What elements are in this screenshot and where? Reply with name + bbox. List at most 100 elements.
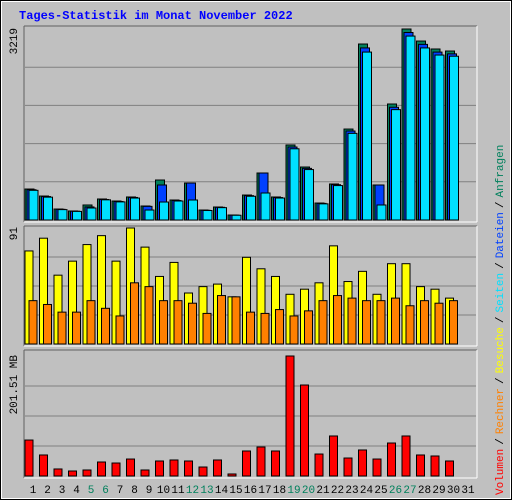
bar <box>362 300 371 345</box>
bar <box>43 303 52 345</box>
bar <box>144 209 155 221</box>
y-tick-label: 3219 <box>9 28 21 54</box>
bar <box>430 455 440 477</box>
bar <box>101 199 111 221</box>
bar <box>39 454 48 477</box>
bar <box>24 439 34 477</box>
bar <box>28 189 39 221</box>
bar <box>68 470 77 477</box>
bar <box>329 435 338 477</box>
x-tick-label: 20 <box>302 485 315 497</box>
bar <box>376 300 386 345</box>
bar <box>391 109 401 221</box>
bar <box>372 458 382 477</box>
x-tick-label: 17 <box>258 485 271 497</box>
bar <box>97 461 106 477</box>
bar <box>362 51 372 221</box>
bar <box>289 148 300 221</box>
bar <box>28 300 38 345</box>
bar <box>231 214 242 221</box>
bar <box>198 466 208 477</box>
x-tick-label: 8 <box>131 485 138 497</box>
x-tick-label: 5 <box>88 485 95 497</box>
bar <box>57 311 67 345</box>
bar <box>144 286 154 345</box>
x-tick-label: 29 <box>432 485 445 497</box>
x-tick-label: 10 <box>157 485 170 497</box>
x-tick-label: 31 <box>461 485 475 497</box>
bar <box>86 207 97 221</box>
bar <box>53 468 63 477</box>
bar <box>275 197 285 221</box>
bar <box>347 132 358 221</box>
bar <box>111 462 121 477</box>
x-tick-label: 24 <box>360 485 374 497</box>
x-tick-label: 3 <box>59 485 66 497</box>
chart-title: Tages-Statistik im Monat November 2022 <box>19 9 293 23</box>
bar <box>416 454 425 477</box>
bar <box>173 200 184 221</box>
legend-separator: / <box>495 438 507 445</box>
x-tick-label: 4 <box>73 485 80 497</box>
legend-separator: / <box>495 317 507 324</box>
bar <box>304 169 314 221</box>
x-tick-label: 27 <box>403 485 416 497</box>
legend-entry: Rechner <box>495 388 507 434</box>
bar <box>271 450 280 477</box>
bar <box>115 315 125 345</box>
bar <box>140 469 150 477</box>
legend-entry: Dateien <box>495 212 507 258</box>
bar <box>434 54 445 221</box>
legend-entry: Anfragen <box>495 145 507 198</box>
bar <box>376 204 387 221</box>
bar <box>126 458 135 477</box>
legend-separator: / <box>495 262 507 269</box>
legend-entry: Besuche <box>495 327 507 373</box>
bar <box>130 282 139 345</box>
bar <box>43 196 53 221</box>
bar <box>115 201 126 221</box>
bar <box>434 302 444 345</box>
bar <box>57 209 68 221</box>
bar <box>420 47 430 221</box>
bar <box>155 460 164 477</box>
bar <box>318 300 328 345</box>
x-tick-label: 23 <box>345 485 358 497</box>
x-tick-label: 6 <box>102 485 109 497</box>
bar <box>304 310 313 345</box>
bar <box>420 300 429 345</box>
legend: Volumen / Rechner / Besuche / Seiten / Dateien / A… <box>495 145 507 495</box>
bar <box>449 55 459 221</box>
x-tick-label: 1 <box>30 485 37 497</box>
bar <box>213 459 222 477</box>
bar <box>72 311 81 345</box>
y-tick-label: 91 <box>9 227 21 241</box>
bar <box>347 297 357 345</box>
bar <box>256 446 266 477</box>
bar <box>246 195 256 221</box>
bar <box>401 435 411 477</box>
bar <box>333 295 342 345</box>
bar <box>227 473 237 477</box>
bar <box>242 450 251 477</box>
bar <box>173 300 183 345</box>
bar <box>343 457 353 477</box>
bar <box>391 297 400 345</box>
bar <box>358 449 367 477</box>
x-tick-label: 11 <box>171 485 185 497</box>
x-tick-label: 28 <box>418 485 431 497</box>
bar <box>130 197 140 221</box>
x-tick-label: 2 <box>44 485 51 497</box>
bar <box>333 185 343 221</box>
legend-entry: Seiten <box>495 273 507 313</box>
bar <box>314 453 324 477</box>
bar <box>275 309 284 345</box>
bar <box>188 199 198 221</box>
bar <box>289 315 299 345</box>
x-tick-label: 16 <box>244 485 257 497</box>
bar <box>202 312 212 345</box>
bar <box>246 311 255 345</box>
bar <box>231 296 241 345</box>
x-tick-label: 13 <box>200 485 213 497</box>
